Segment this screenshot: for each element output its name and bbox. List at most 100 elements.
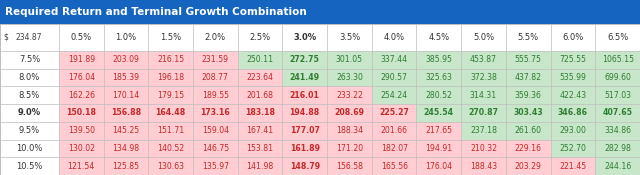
Text: 156.88: 156.88 — [111, 108, 141, 117]
Text: 4.0%: 4.0% — [383, 33, 404, 42]
Text: 1065.15: 1065.15 — [602, 55, 634, 64]
Text: 185.39: 185.39 — [113, 73, 140, 82]
Text: 148.79: 148.79 — [290, 162, 320, 171]
Bar — [417, 86, 461, 104]
Bar — [237, 51, 282, 68]
Text: 517.03: 517.03 — [604, 91, 631, 100]
Text: 250.11: 250.11 — [246, 55, 273, 64]
Text: 337.44: 337.44 — [381, 55, 408, 64]
Bar — [148, 104, 193, 122]
Text: 244.16: 244.16 — [604, 162, 631, 171]
Text: 208.77: 208.77 — [202, 73, 228, 82]
Bar — [372, 68, 417, 86]
Bar — [104, 86, 148, 104]
Bar — [550, 157, 595, 175]
Bar — [282, 139, 327, 157]
Bar — [506, 68, 550, 86]
Bar — [104, 68, 148, 86]
Bar — [148, 122, 193, 139]
Text: 437.82: 437.82 — [515, 73, 541, 82]
Bar — [193, 122, 237, 139]
Text: 173.16: 173.16 — [200, 108, 230, 117]
Text: 4.5%: 4.5% — [428, 33, 449, 42]
Bar — [461, 104, 506, 122]
Bar — [237, 68, 282, 86]
Text: 176.04: 176.04 — [68, 73, 95, 82]
Text: 165.56: 165.56 — [381, 162, 408, 171]
Bar — [0, 122, 59, 139]
Bar — [506, 122, 550, 139]
Bar — [372, 104, 417, 122]
Bar — [59, 86, 104, 104]
Bar — [372, 24, 417, 51]
Text: 164.48: 164.48 — [156, 108, 186, 117]
Bar — [595, 51, 640, 68]
Text: 182.07: 182.07 — [381, 144, 408, 153]
Text: 314.31: 314.31 — [470, 91, 497, 100]
Bar — [461, 122, 506, 139]
Bar — [0, 86, 59, 104]
Bar — [59, 68, 104, 86]
Bar — [461, 157, 506, 175]
Bar — [550, 104, 595, 122]
Text: 234.87: 234.87 — [15, 33, 42, 42]
Text: 252.70: 252.70 — [559, 144, 586, 153]
Bar — [327, 157, 372, 175]
Text: 325.63: 325.63 — [426, 73, 452, 82]
Bar — [237, 157, 282, 175]
Bar — [550, 68, 595, 86]
Bar — [282, 122, 327, 139]
Bar — [104, 104, 148, 122]
Bar — [506, 104, 550, 122]
Text: 145.25: 145.25 — [113, 126, 140, 135]
Bar — [193, 68, 237, 86]
Text: 233.22: 233.22 — [336, 91, 363, 100]
Text: 151.71: 151.71 — [157, 126, 184, 135]
Text: 1.5%: 1.5% — [160, 33, 181, 42]
Text: 6.0%: 6.0% — [563, 33, 584, 42]
Bar — [372, 86, 417, 104]
Bar — [506, 86, 550, 104]
Bar — [193, 51, 237, 68]
Bar — [327, 86, 372, 104]
Text: Required Return and Terminal Growth Combination: Required Return and Terminal Growth Comb… — [5, 7, 307, 17]
Bar — [327, 51, 372, 68]
Text: 261.60: 261.60 — [515, 126, 541, 135]
Text: 293.00: 293.00 — [559, 126, 586, 135]
Text: 146.75: 146.75 — [202, 144, 229, 153]
Text: 6.5%: 6.5% — [607, 33, 628, 42]
Bar — [595, 139, 640, 157]
Text: 191.89: 191.89 — [68, 55, 95, 64]
Bar — [148, 86, 193, 104]
Text: 170.14: 170.14 — [112, 91, 140, 100]
Text: 203.29: 203.29 — [515, 162, 541, 171]
Text: 216.15: 216.15 — [157, 55, 184, 64]
Bar — [282, 68, 327, 86]
Text: 385.95: 385.95 — [426, 55, 452, 64]
Bar — [193, 139, 237, 157]
Bar — [550, 139, 595, 157]
Text: 334.86: 334.86 — [604, 126, 631, 135]
Text: 272.75: 272.75 — [290, 55, 319, 64]
Text: 121.54: 121.54 — [68, 162, 95, 171]
Bar — [506, 157, 550, 175]
Bar — [0, 139, 59, 157]
Text: 699.60: 699.60 — [604, 73, 631, 82]
Text: 162.26: 162.26 — [68, 91, 95, 100]
Text: 223.64: 223.64 — [246, 73, 273, 82]
Text: 3.5%: 3.5% — [339, 33, 360, 42]
Text: 372.38: 372.38 — [470, 73, 497, 82]
Bar — [327, 24, 372, 51]
Bar — [0, 24, 640, 175]
Text: 453.87: 453.87 — [470, 55, 497, 64]
Text: 156.58: 156.58 — [336, 162, 363, 171]
Bar — [461, 68, 506, 86]
Bar — [461, 139, 506, 157]
Bar — [461, 86, 506, 104]
Text: 237.18: 237.18 — [470, 126, 497, 135]
Text: 189.55: 189.55 — [202, 91, 229, 100]
Text: $: $ — [4, 33, 9, 42]
Bar — [193, 157, 237, 175]
Bar — [417, 24, 461, 51]
Bar — [148, 139, 193, 157]
